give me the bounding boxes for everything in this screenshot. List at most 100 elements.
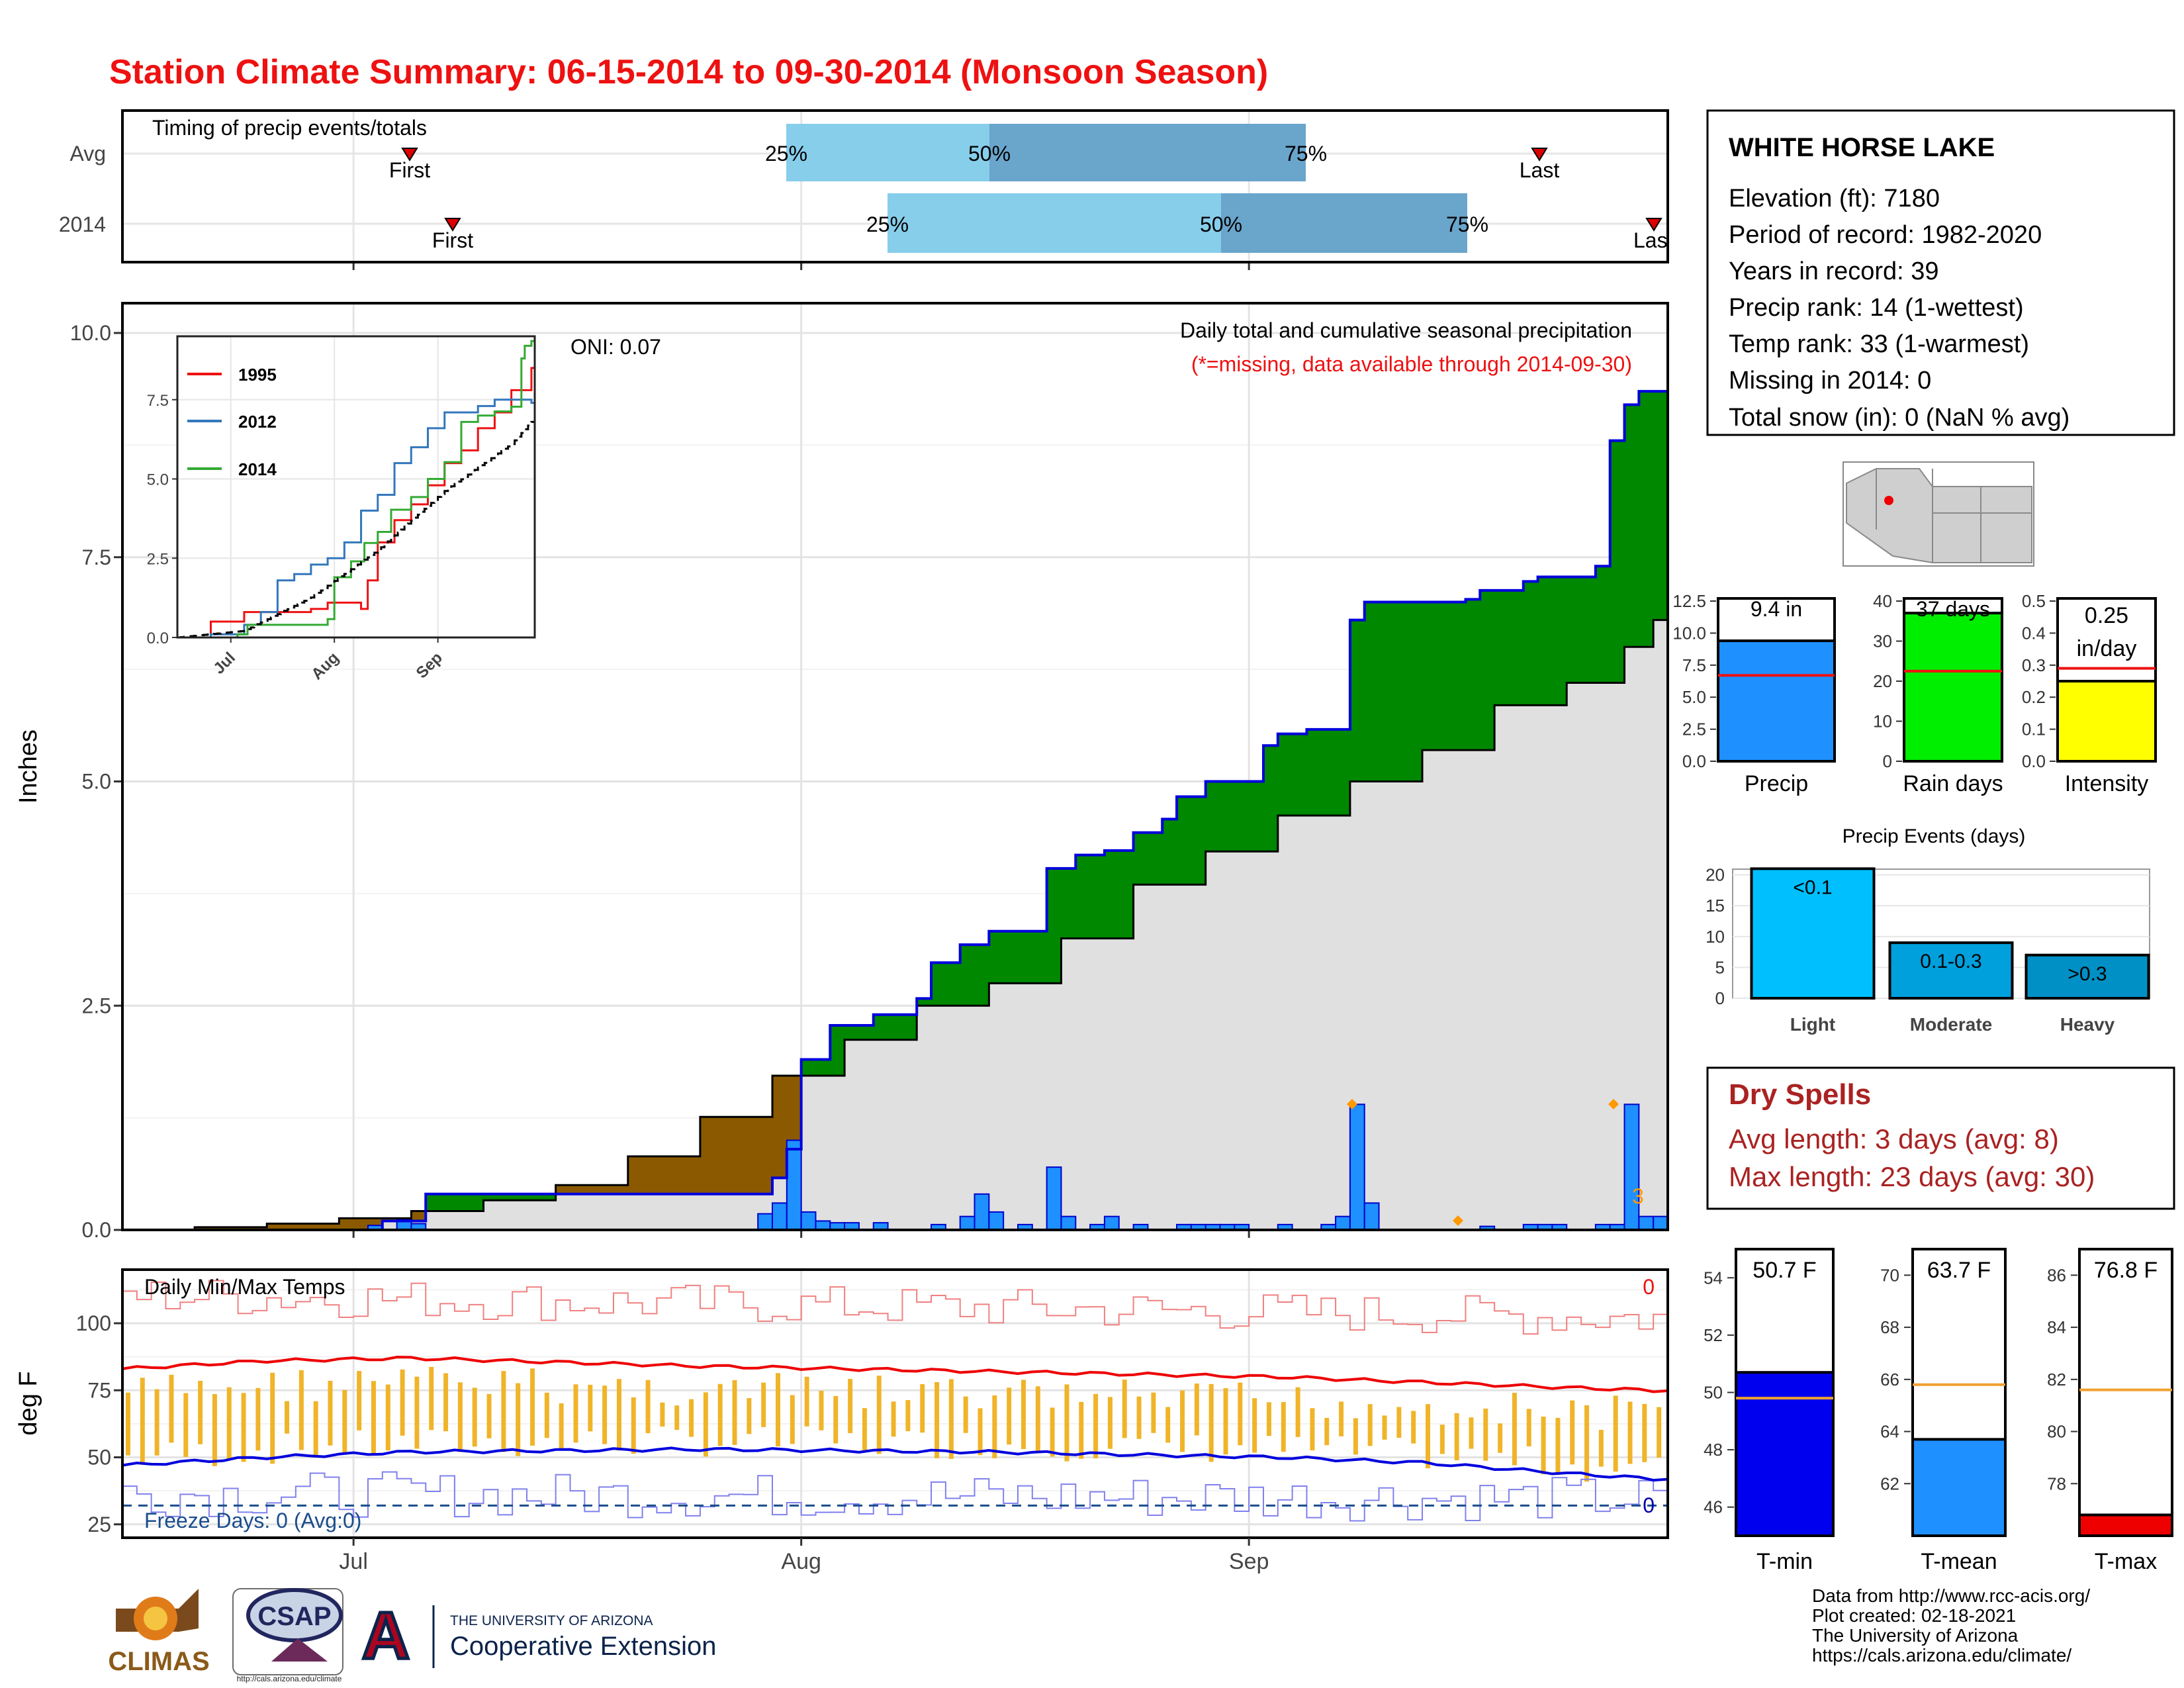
daily-precip-bar bbox=[1335, 1215, 1351, 1231]
y2014-q25-q50-bar bbox=[887, 193, 1221, 253]
above-average-area bbox=[426, 1194, 441, 1211]
month-x-tick-label: Jul bbox=[339, 1549, 367, 1574]
daily-temp-range-bar bbox=[328, 1380, 333, 1446]
avg-cumulative-area bbox=[426, 1211, 441, 1230]
avg-cumulative-area bbox=[1451, 750, 1467, 1230]
daily-temp-range-bar bbox=[1382, 1415, 1387, 1440]
record-min-line bbox=[122, 1471, 1668, 1522]
precip-y-tick-label: 5.0 bbox=[82, 770, 111, 794]
above-average-area bbox=[527, 1194, 542, 1201]
daily-temp-range-bar bbox=[992, 1395, 997, 1459]
below-average-area bbox=[642, 1156, 658, 1194]
below-average-area bbox=[295, 1223, 311, 1230]
station-temp-rank: Temp rank: 33 (1-warmest) bbox=[1729, 330, 2029, 358]
daily-precip-bar bbox=[1349, 1103, 1365, 1231]
avg-cumulative-area bbox=[498, 1200, 513, 1230]
daily-temp-range-bar bbox=[1627, 1401, 1633, 1464]
events-bar-inner-label: <0.1 bbox=[1793, 876, 1832, 898]
avg-cumulative-area bbox=[671, 1194, 686, 1230]
above-average-area bbox=[1537, 577, 1553, 706]
daily-temp-range-bar bbox=[1295, 1387, 1300, 1437]
events-bars: 0 5 10 15 20 <0.1 Light 0.1-0.3 Moderate >0.3 Heav… bbox=[1706, 865, 2150, 1035]
below-average-area bbox=[599, 1185, 614, 1194]
daily-temp-range-bar bbox=[876, 1376, 882, 1454]
temp-panel-title: Daily Min/Max Temps bbox=[144, 1275, 345, 1299]
daily-precip-bar bbox=[1103, 1215, 1120, 1231]
daily-temp-range-bar bbox=[1353, 1418, 1358, 1455]
daily-temp-range-bar bbox=[140, 1378, 145, 1465]
daily-precip-bar bbox=[772, 1202, 788, 1231]
temp-gauge-value-bar bbox=[2078, 1513, 2173, 1537]
daily-temp-range-bar bbox=[1642, 1403, 1647, 1462]
footer-line-2: Plot created: 02-18-2021 bbox=[1812, 1605, 2016, 1626]
gauge-y-tick-label: 0.2 bbox=[2022, 687, 2046, 707]
below-average-area bbox=[195, 1227, 210, 1230]
avg-q75-label: 75% bbox=[1285, 142, 1327, 165]
dry-spells-title: Dry Spells bbox=[1729, 1078, 1871, 1111]
temp-gauge-label: T-max bbox=[2095, 1549, 2157, 1574]
precip-y-tick-label: 7.5 bbox=[82, 545, 111, 569]
avg-cumulative-area bbox=[1567, 682, 1582, 1230]
gauge-y-tick-label: 12.5 bbox=[1672, 591, 1706, 611]
above-average-area bbox=[469, 1194, 484, 1211]
temp-y-tick-label: 100 bbox=[76, 1311, 111, 1335]
avg-cumulative-area bbox=[483, 1200, 498, 1230]
temp-gauge-y-tick-label: 80 bbox=[2047, 1422, 2066, 1442]
gauge-y-tick-label: 2.5 bbox=[1682, 720, 1706, 739]
daily-precip-bar bbox=[1638, 1215, 1655, 1231]
daily-temp-range-bar bbox=[400, 1369, 405, 1436]
temp-gauge-y-tick-label: 86 bbox=[2047, 1265, 2066, 1285]
daily-temp-range-bar bbox=[1324, 1417, 1330, 1446]
y2014-first-marker bbox=[444, 218, 461, 232]
avg-cumulative-area bbox=[801, 1075, 817, 1230]
avg-cumulative-area bbox=[1220, 851, 1235, 1230]
above-average-area bbox=[1003, 931, 1019, 984]
daily-temp-range-bar bbox=[429, 1366, 434, 1430]
gauge-y-tick-label: 7.5 bbox=[1682, 655, 1706, 675]
avg-cumulative-area bbox=[1263, 851, 1279, 1230]
daily-temp-range-bar bbox=[226, 1387, 232, 1460]
avg-cumulative-area bbox=[584, 1194, 600, 1230]
avg-cumulative-area bbox=[1321, 815, 1336, 1230]
daily-temp-range-bar bbox=[501, 1371, 506, 1452]
avg-cumulative-area bbox=[1379, 781, 1394, 1230]
daily-temp-range-bar bbox=[616, 1379, 621, 1451]
daily-temp-range-bar bbox=[862, 1408, 867, 1450]
daily-temp-range-bar bbox=[1310, 1408, 1315, 1451]
ua-a-mark: A bbox=[362, 1599, 410, 1673]
avg-cumulative-area bbox=[1422, 750, 1437, 1230]
below-average-area bbox=[411, 1211, 426, 1221]
avg-q50-label: 50% bbox=[968, 142, 1011, 165]
daily-temp-range-bar bbox=[1657, 1407, 1662, 1458]
avg-cumulative-area bbox=[1508, 705, 1524, 1230]
tick-mark-sep-peak-2 bbox=[1608, 1099, 1619, 1109]
gauge-y-tick-label: 20 bbox=[1873, 671, 1892, 691]
freeze-days-label: Freeze Days: 0 (Avg:0) bbox=[144, 1509, 361, 1532]
avg-cumulative-area bbox=[1465, 750, 1480, 1230]
below-average-area bbox=[223, 1227, 239, 1230]
above-average-area bbox=[1508, 590, 1524, 706]
above-average-area bbox=[1075, 855, 1091, 939]
gauge-y-tick-label: 10 bbox=[1873, 712, 1892, 731]
events-y-tick-label: 20 bbox=[1706, 865, 1725, 885]
above-average-area bbox=[1624, 404, 1639, 647]
dry-spells-max: Max length: 23 days (avg: 30) bbox=[1729, 1161, 2095, 1192]
daily-precip-bar bbox=[959, 1215, 976, 1231]
avg-cumulative-area bbox=[931, 1006, 946, 1230]
below-average-area bbox=[238, 1227, 253, 1230]
station-precip-rank: Precip rank: 14 (1-wettest) bbox=[1729, 294, 2024, 322]
gauge-y-tick-label: 30 bbox=[1873, 632, 1892, 651]
temp-gauge-value-label: 50.7 F bbox=[1752, 1258, 1816, 1283]
daily-temp-range-bar bbox=[660, 1402, 665, 1427]
above-average-area bbox=[1292, 733, 1308, 816]
y2014-q75-label: 75% bbox=[1446, 212, 1488, 236]
daily-temp-range-bar bbox=[472, 1387, 477, 1447]
daily-precip-bar bbox=[815, 1220, 831, 1231]
avg-cumulative-area bbox=[1581, 682, 1596, 1230]
temp-gauge-y-tick-label: 46 bbox=[1704, 1497, 1723, 1517]
daily-temp-range-bar bbox=[1079, 1401, 1084, 1459]
dry-spells-avg: Avg length: 3 days (avg: 8) bbox=[1729, 1123, 2059, 1154]
daily-temp-range-bar bbox=[833, 1395, 839, 1444]
gauge-y-tick-label: 0.1 bbox=[2022, 720, 2046, 739]
daily-temp-range-bar bbox=[1151, 1392, 1156, 1433]
